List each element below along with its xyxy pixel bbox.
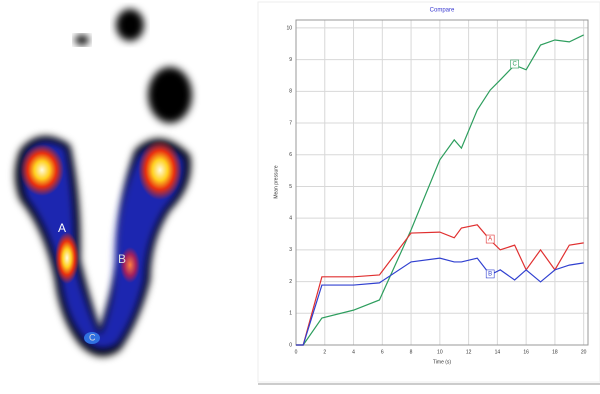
y-tick-label: 1 [289, 311, 292, 317]
x-tick-label: 2 [323, 349, 326, 355]
screenshot: A B C Compare Time (s) Mean pressure 012… [0, 0, 600, 389]
y-tick-label: 8 [289, 89, 292, 95]
page: {"heatmap": {"labels": ["A", "B", "C"]},… [0, 0, 600, 389]
y-tick-label: 0 [289, 342, 292, 348]
y-tick-label: 9 [289, 57, 292, 63]
x-tick-label: 6 [381, 349, 384, 355]
y-tick-label: 6 [289, 152, 292, 158]
x-tick-label: 4 [352, 349, 355, 355]
line-chart: Compare Time (s) Mean pressure 012345678… [258, 2, 600, 384]
x-tick-label: 10 [437, 349, 443, 355]
y-tick-label: 7 [289, 120, 292, 126]
y-tick-label: 2 [289, 279, 292, 285]
x-tick-label: 18 [552, 349, 558, 355]
y-tick-label: 10 [286, 25, 292, 31]
series-label: B [488, 272, 492, 278]
heatmap-label: B [118, 252, 126, 266]
x-axis-label: Time (s) [433, 359, 451, 365]
chart-title: Compare [430, 8, 455, 14]
series-label: A [488, 237, 492, 243]
heatmap: A B C [15, 9, 192, 356]
y-tick-label: 3 [289, 247, 292, 253]
x-tick-label: 12 [466, 349, 472, 355]
y-tick-label: 4 [289, 215, 292, 221]
x-tick-label: 16 [523, 349, 529, 355]
x-tick-label: 0 [295, 349, 298, 355]
heatmap-label: A [58, 221, 66, 235]
x-tick-label: 14 [495, 349, 501, 355]
y-tick-label: 5 [289, 184, 292, 190]
heatmap-label: C [89, 332, 96, 342]
series-label: C [512, 62, 517, 68]
x-tick-label: 20 [581, 349, 587, 355]
y-axis-label: Mean pressure [273, 165, 279, 199]
x-tick-label: 8 [410, 349, 413, 355]
